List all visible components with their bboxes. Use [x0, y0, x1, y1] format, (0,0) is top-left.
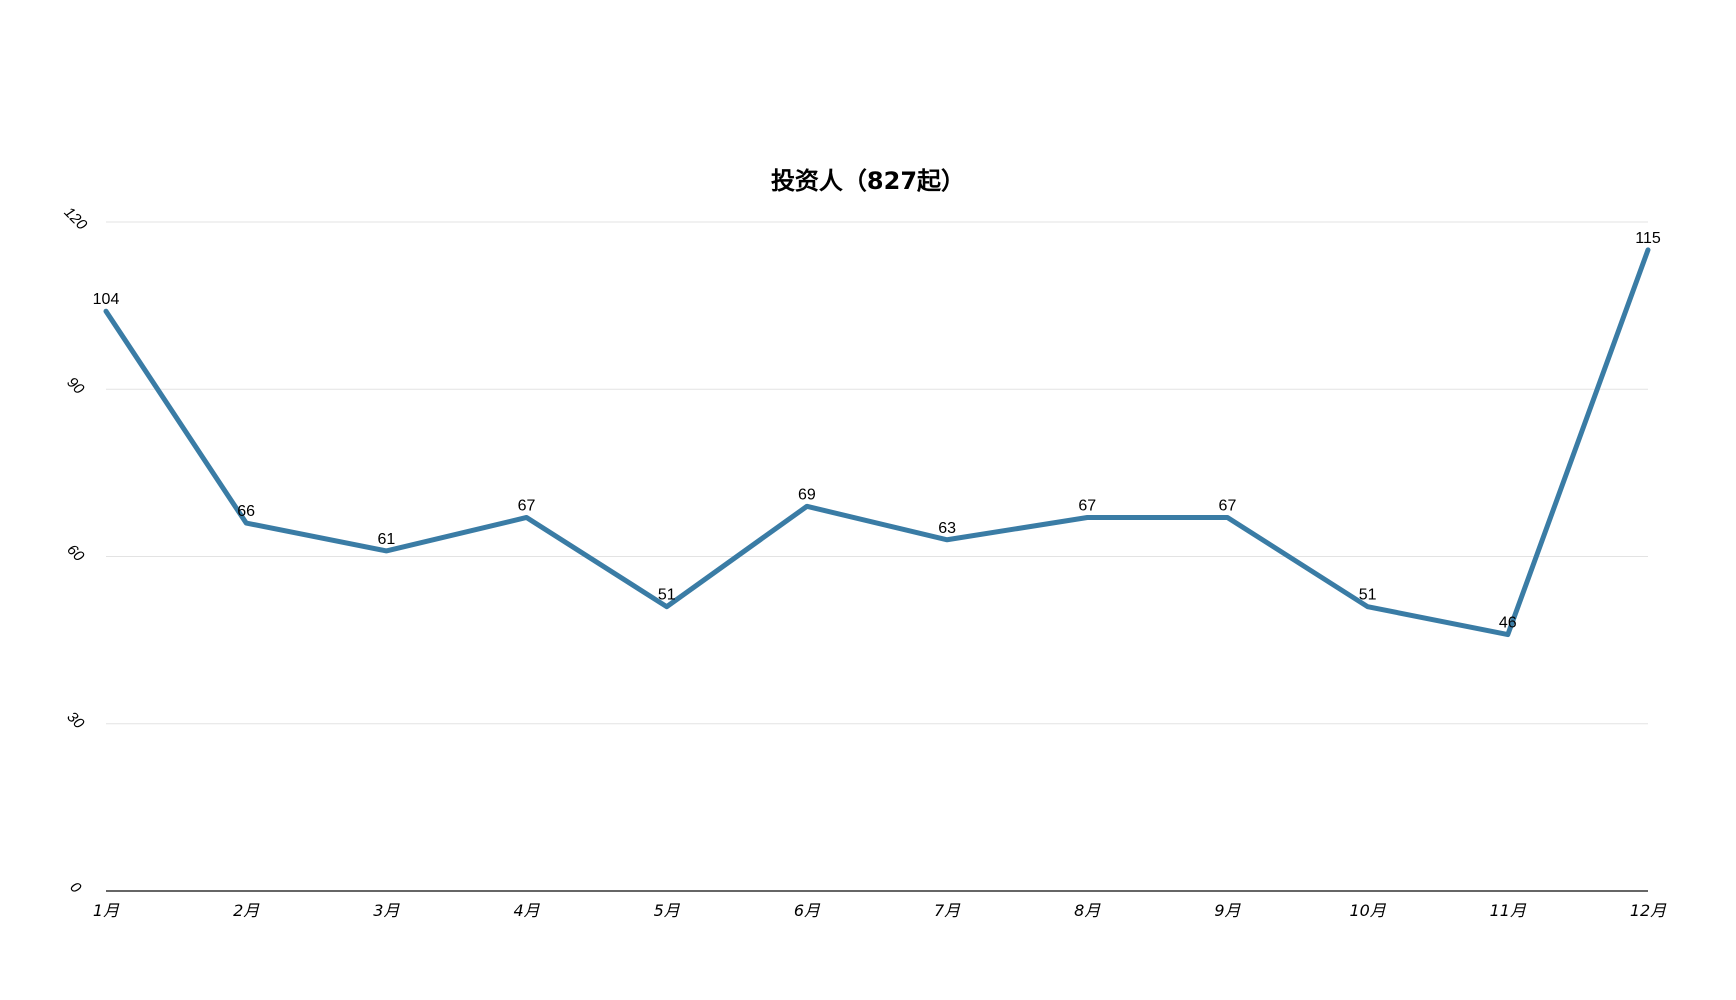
data-label: 115 — [1635, 230, 1661, 247]
x-tick-label: 1月 — [93, 901, 120, 920]
data-label: 66 — [237, 503, 255, 520]
y-tick-label: 0 — [66, 879, 84, 897]
x-tick-label: 8月 — [1074, 901, 1101, 920]
x-tick-label: 11月 — [1490, 901, 1527, 920]
data-labels: 104 66 61 67 51 69 63 67 67 51 46 115 — [93, 230, 1661, 632]
x-tick-label: 6月 — [794, 901, 821, 920]
data-label: 51 — [658, 587, 676, 604]
data-label: 46 — [1499, 615, 1517, 632]
data-label: 67 — [518, 497, 536, 514]
series-layer — [103, 247, 1651, 638]
data-label: 67 — [1078, 497, 1096, 514]
x-tick-label: 12月 — [1630, 901, 1667, 920]
data-label: 69 — [798, 486, 816, 503]
chart-title: 投资人（827起） — [770, 167, 966, 195]
x-tick-label: 4月 — [513, 901, 540, 920]
y-tick-label: 60 — [63, 541, 87, 565]
x-tick-label: 10月 — [1349, 901, 1386, 920]
x-tick-label: 7月 — [934, 901, 961, 920]
data-label: 51 — [1359, 587, 1377, 604]
data-label: 63 — [938, 520, 956, 537]
data-label: 104 — [93, 291, 120, 308]
x-axis-ticks: 1月 2月 3月 4月 5月 6月 7月 8月 9月 10月 11月 12月 — [93, 901, 1667, 920]
x-tick-label: 9月 — [1214, 901, 1241, 920]
x-tick-label: 3月 — [373, 901, 400, 920]
y-axis-ticks: 0 30 60 90 120 — [61, 204, 91, 897]
y-tick-label: 120 — [61, 204, 91, 234]
gridlines — [106, 221, 1648, 725]
data-label: 61 — [377, 531, 395, 548]
y-tick-label: 90 — [63, 374, 87, 398]
data-label: 67 — [1219, 497, 1237, 514]
series-line — [103, 247, 1651, 638]
y-tick-label: 30 — [63, 708, 87, 732]
x-tick-label: 5月 — [654, 901, 681, 920]
x-tick-label: 2月 — [233, 901, 260, 920]
